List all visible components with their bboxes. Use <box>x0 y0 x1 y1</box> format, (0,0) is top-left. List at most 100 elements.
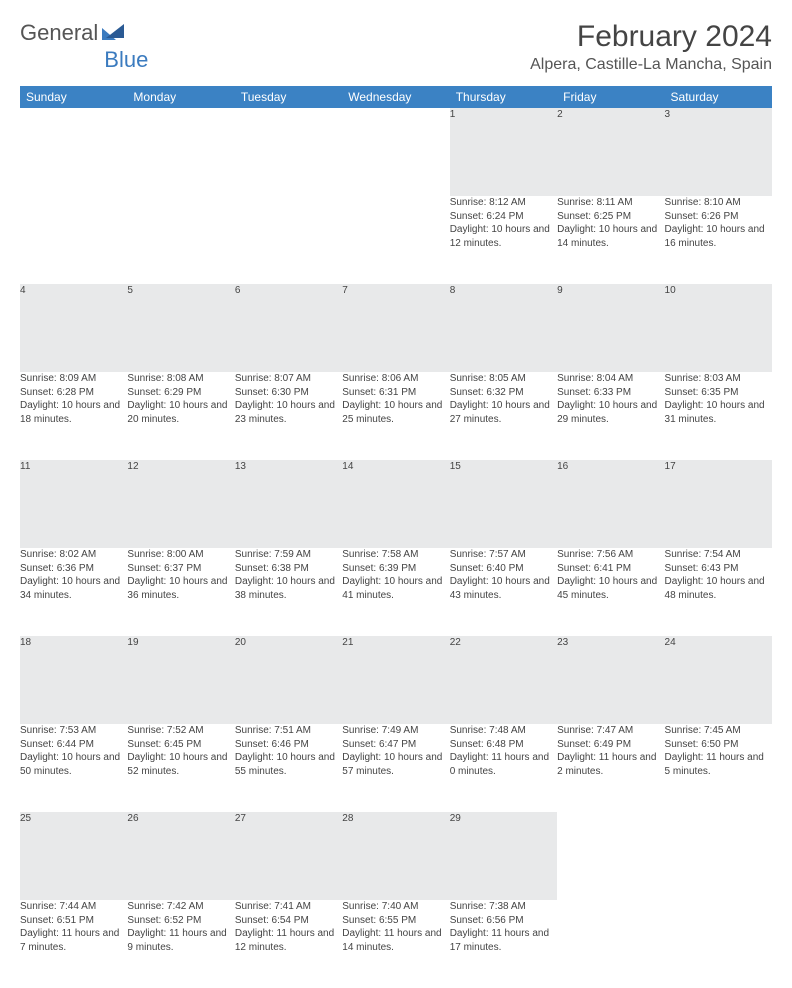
day-info-line: Sunrise: 7:54 AM <box>665 548 772 562</box>
day-cell: Sunrise: 7:54 AMSunset: 6:43 PMDaylight:… <box>665 548 772 636</box>
day-info-line: Sunrise: 7:47 AM <box>557 724 664 738</box>
content-row: Sunrise: 8:12 AMSunset: 6:24 PMDaylight:… <box>20 196 772 284</box>
day-info-line: Daylight: 10 hours and 57 minutes. <box>342 751 449 778</box>
day-number: 18 <box>20 636 127 724</box>
day-info-line: Daylight: 10 hours and 23 minutes. <box>235 399 342 426</box>
day-info-line: Daylight: 11 hours and 14 minutes. <box>342 927 449 954</box>
day-cell: Sunrise: 8:10 AMSunset: 6:26 PMDaylight:… <box>665 196 772 284</box>
day-info-line: Sunrise: 7:41 AM <box>235 900 342 914</box>
logo-text-blue: Blue <box>104 47 148 73</box>
daynum-row: 11121314151617 <box>20 460 772 548</box>
day-info-line: Sunrise: 7:42 AM <box>127 900 234 914</box>
day-number: 11 <box>20 460 127 548</box>
day-header: Wednesday <box>342 86 449 108</box>
day-cell <box>127 196 234 284</box>
day-number: 23 <box>557 636 664 724</box>
day-info-line: Sunset: 6:36 PM <box>20 562 127 576</box>
day-info-line: Sunrise: 7:57 AM <box>450 548 557 562</box>
day-number: 9 <box>557 284 664 372</box>
day-info-line: Sunset: 6:39 PM <box>342 562 449 576</box>
day-info-line: Daylight: 10 hours and 25 minutes. <box>342 399 449 426</box>
day-info-line: Sunrise: 8:09 AM <box>20 372 127 386</box>
day-info-line: Sunset: 6:46 PM <box>235 738 342 752</box>
daynum-row: 45678910 <box>20 284 772 372</box>
day-cell: Sunrise: 7:59 AMSunset: 6:38 PMDaylight:… <box>235 548 342 636</box>
day-number: 27 <box>235 812 342 900</box>
day-number: 12 <box>127 460 234 548</box>
day-info-line: Sunrise: 7:44 AM <box>20 900 127 914</box>
day-info-line: Sunrise: 8:10 AM <box>665 196 772 210</box>
day-info-line: Daylight: 10 hours and 14 minutes. <box>557 223 664 250</box>
logo: General Blue <box>20 20 128 46</box>
day-info-line: Sunset: 6:33 PM <box>557 386 664 400</box>
day-info-line: Daylight: 10 hours and 50 minutes. <box>20 751 127 778</box>
day-number <box>557 812 664 900</box>
day-info-line: Sunset: 6:55 PM <box>342 914 449 928</box>
day-info-line: Sunrise: 7:51 AM <box>235 724 342 738</box>
day-info-line: Daylight: 10 hours and 48 minutes. <box>665 575 772 602</box>
content-row: Sunrise: 8:09 AMSunset: 6:28 PMDaylight:… <box>20 372 772 460</box>
day-info-line: Daylight: 10 hours and 12 minutes. <box>450 223 557 250</box>
day-cell: Sunrise: 8:11 AMSunset: 6:25 PMDaylight:… <box>557 196 664 284</box>
day-info-line: Sunrise: 7:53 AM <box>20 724 127 738</box>
day-info-line: Sunrise: 8:08 AM <box>127 372 234 386</box>
day-cell: Sunrise: 8:05 AMSunset: 6:32 PMDaylight:… <box>450 372 557 460</box>
day-info-line: Daylight: 10 hours and 36 minutes. <box>127 575 234 602</box>
day-cell: Sunrise: 7:49 AMSunset: 6:47 PMDaylight:… <box>342 724 449 812</box>
day-info-line: Sunrise: 8:03 AM <box>665 372 772 386</box>
content-row: Sunrise: 7:53 AMSunset: 6:44 PMDaylight:… <box>20 724 772 812</box>
day-cell: Sunrise: 7:44 AMSunset: 6:51 PMDaylight:… <box>20 900 127 988</box>
day-info-line: Sunrise: 7:38 AM <box>450 900 557 914</box>
day-number: 8 <box>450 284 557 372</box>
day-info-line: Sunset: 6:47 PM <box>342 738 449 752</box>
day-info-line: Daylight: 11 hours and 0 minutes. <box>450 751 557 778</box>
day-number: 26 <box>127 812 234 900</box>
day-cell: Sunrise: 7:41 AMSunset: 6:54 PMDaylight:… <box>235 900 342 988</box>
day-number <box>342 108 449 196</box>
day-header: Friday <box>557 86 664 108</box>
day-info-line: Daylight: 10 hours and 18 minutes. <box>20 399 127 426</box>
day-info-line: Sunset: 6:41 PM <box>557 562 664 576</box>
month-title: February 2024 <box>530 20 772 54</box>
day-info-line: Daylight: 10 hours and 43 minutes. <box>450 575 557 602</box>
day-cell <box>665 900 772 988</box>
day-info-line: Sunset: 6:26 PM <box>665 210 772 224</box>
day-cell <box>235 196 342 284</box>
day-info-line: Daylight: 10 hours and 41 minutes. <box>342 575 449 602</box>
day-info-line: Sunrise: 7:52 AM <box>127 724 234 738</box>
day-number <box>20 108 127 196</box>
day-info-line: Sunrise: 8:00 AM <box>127 548 234 562</box>
day-cell <box>20 196 127 284</box>
day-number: 20 <box>235 636 342 724</box>
day-cell: Sunrise: 7:57 AMSunset: 6:40 PMDaylight:… <box>450 548 557 636</box>
day-info-line: Sunrise: 7:58 AM <box>342 548 449 562</box>
day-info-line: Sunset: 6:48 PM <box>450 738 557 752</box>
daynum-row: 2526272829 <box>20 812 772 900</box>
day-info-line: Sunset: 6:25 PM <box>557 210 664 224</box>
day-number: 3 <box>665 108 772 196</box>
day-cell: Sunrise: 7:48 AMSunset: 6:48 PMDaylight:… <box>450 724 557 812</box>
day-number: 25 <box>20 812 127 900</box>
day-cell: Sunrise: 8:09 AMSunset: 6:28 PMDaylight:… <box>20 372 127 460</box>
day-info-line: Sunrise: 8:05 AM <box>450 372 557 386</box>
day-info-line: Daylight: 10 hours and 16 minutes. <box>665 223 772 250</box>
day-header: Saturday <box>665 86 772 108</box>
day-info-line: Daylight: 10 hours and 45 minutes. <box>557 575 664 602</box>
day-cell: Sunrise: 7:56 AMSunset: 6:41 PMDaylight:… <box>557 548 664 636</box>
day-info-line: Sunrise: 7:48 AM <box>450 724 557 738</box>
daynum-row: 18192021222324 <box>20 636 772 724</box>
day-number: 28 <box>342 812 449 900</box>
day-info-line: Sunset: 6:28 PM <box>20 386 127 400</box>
day-cell: Sunrise: 8:02 AMSunset: 6:36 PMDaylight:… <box>20 548 127 636</box>
day-info-line: Sunset: 6:56 PM <box>450 914 557 928</box>
day-number <box>127 108 234 196</box>
day-number: 15 <box>450 460 557 548</box>
day-number: 6 <box>235 284 342 372</box>
day-cell <box>342 196 449 284</box>
day-info-line: Sunset: 6:45 PM <box>127 738 234 752</box>
day-cell <box>557 900 664 988</box>
day-info-line: Sunrise: 7:45 AM <box>665 724 772 738</box>
day-info-line: Sunset: 6:30 PM <box>235 386 342 400</box>
day-info-line: Sunset: 6:40 PM <box>450 562 557 576</box>
day-cell: Sunrise: 7:52 AMSunset: 6:45 PMDaylight:… <box>127 724 234 812</box>
